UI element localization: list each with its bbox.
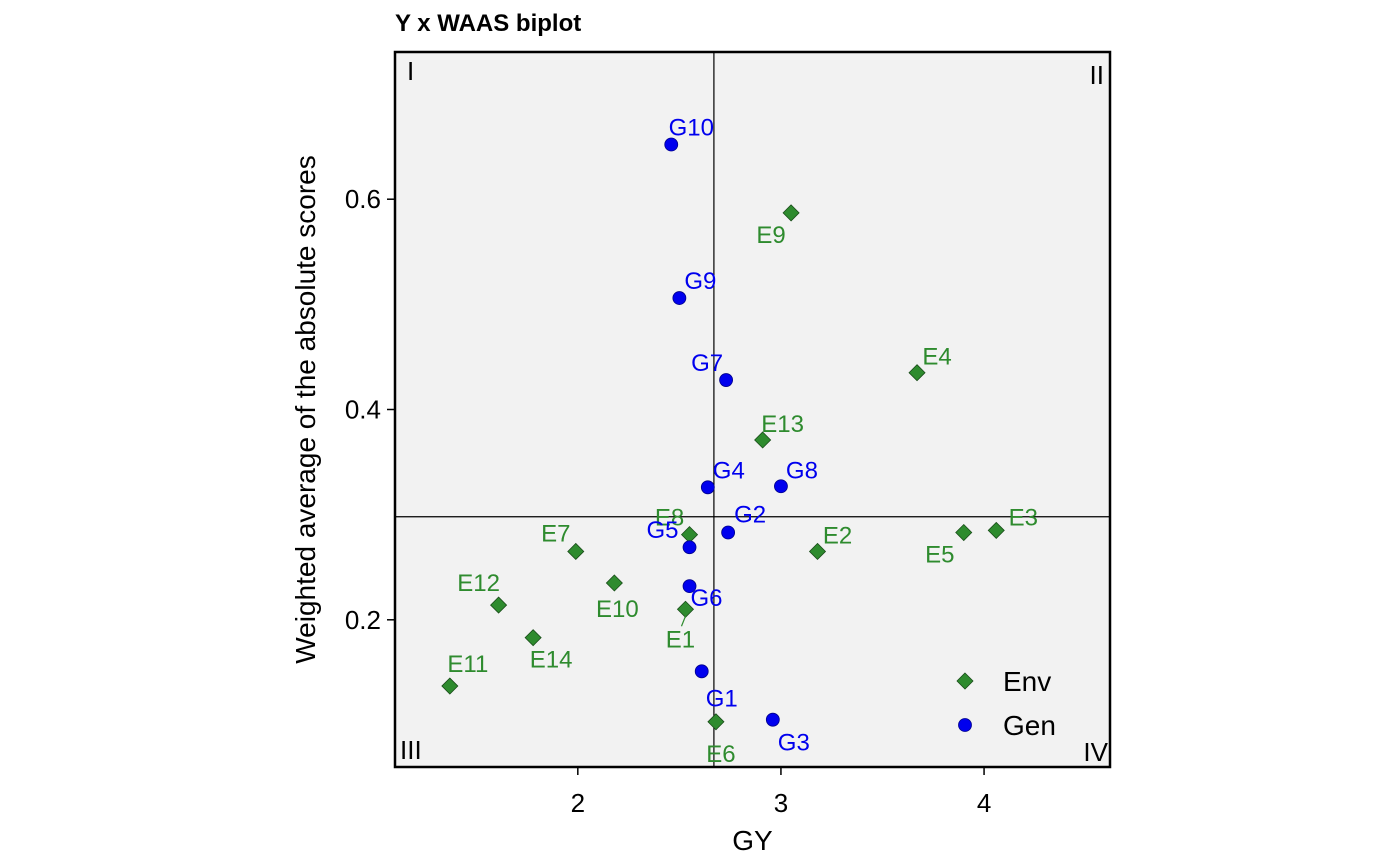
env-label-E14: E14 <box>530 647 573 674</box>
env-point-E14 <box>524 629 542 647</box>
env-label-E5: E5 <box>925 542 954 569</box>
quadrant-label-IV: IV <box>1083 737 1108 767</box>
env-label-E4: E4 <box>922 344 951 371</box>
gen-point-G7 <box>719 373 733 387</box>
chart-title: Y x WAAS biplot <box>395 10 581 37</box>
x-tick-label: 3 <box>774 788 788 818</box>
x-tick-label: 2 <box>571 788 585 818</box>
y-axis-title: Weighted average of the absolute scores <box>290 155 321 663</box>
env-point-E13 <box>754 431 772 449</box>
gen-point-G6 <box>682 579 697 594</box>
gen-label-G9: G9 <box>684 268 716 295</box>
legend-key-env <box>956 672 974 690</box>
env-label-E11: E11 <box>447 651 488 678</box>
gen-point-G3 <box>765 712 780 727</box>
y-tick-label: 0.2 <box>345 605 381 635</box>
gen-point-G1 <box>694 664 709 679</box>
legend-label-env: Env <box>1003 666 1051 697</box>
env-point-E10 <box>605 574 623 592</box>
env-label-E7: E7 <box>541 520 570 547</box>
env-point-E12 <box>490 596 508 614</box>
gen-point-G10 <box>664 137 679 152</box>
gen-label-G1: G1 <box>706 685 738 712</box>
env-point-E7 <box>567 542 585 561</box>
legend-key-gen <box>958 718 972 732</box>
gen-label-G10: G10 <box>669 115 714 142</box>
gen-point-G2 <box>721 525 736 540</box>
env-point-E4 <box>908 364 926 382</box>
gen-point-G8 <box>774 479 788 494</box>
quadrant-label-III: III <box>400 735 422 765</box>
env-label-E12: E12 <box>457 570 500 597</box>
data-points: E1 E2 E3 E4 E5 E6 E7 E8 E9 E10 E11 E12 E13 E14 G1 G2 G3 G… <box>441 115 1038 768</box>
env-label-E9: E9 <box>756 222 785 249</box>
env-label-E6: E6 <box>706 741 735 768</box>
env-point-E2 <box>808 542 827 561</box>
legend: Env Gen <box>956 666 1056 741</box>
plot-panel <box>393 50 1112 769</box>
quadrant-label-II: II <box>1090 60 1104 90</box>
reference-lines <box>395 52 1110 767</box>
y-tick-label: 0.4 <box>345 395 381 425</box>
env-label-E2: E2 <box>823 522 852 549</box>
y-axis: 0.2 0.4 0.6 <box>345 184 395 635</box>
env-label-E1: E1 <box>666 626 695 653</box>
label-leader-line <box>680 616 687 627</box>
x-axis: 2 3 4 <box>571 767 991 818</box>
gen-label-G6: G6 <box>691 585 723 612</box>
x-tick-label: 4 <box>977 788 991 818</box>
legend-label-gen: Gen <box>1003 710 1056 741</box>
env-label-E13: E13 <box>761 411 804 438</box>
gen-point-G5 <box>682 540 697 555</box>
gen-point-G9 <box>672 291 687 305</box>
env-point-E9 <box>782 204 800 222</box>
gen-label-G4: G4 <box>713 457 745 484</box>
quadrant-label-I: I <box>407 56 414 86</box>
gen-label-G7: G7 <box>691 350 723 377</box>
x-axis-title: GY <box>732 825 773 856</box>
gen-label-G8: G8 <box>786 457 818 484</box>
env-point-E11 <box>441 677 459 695</box>
env-point-E6 <box>707 713 725 731</box>
gen-point-G4 <box>700 480 715 495</box>
env-point-E5 <box>955 523 973 542</box>
gen-label-G2: G2 <box>734 502 766 529</box>
gen-label-G5: G5 <box>647 517 679 544</box>
y-tick-label: 0.6 <box>345 184 381 214</box>
env-point-E3 <box>987 521 1005 539</box>
env-label-E8: E8 <box>655 505 684 532</box>
env-label-E10: E10 <box>596 596 639 623</box>
env-label-E3: E3 <box>1009 504 1038 531</box>
gen-label-G3: G3 <box>778 730 810 757</box>
